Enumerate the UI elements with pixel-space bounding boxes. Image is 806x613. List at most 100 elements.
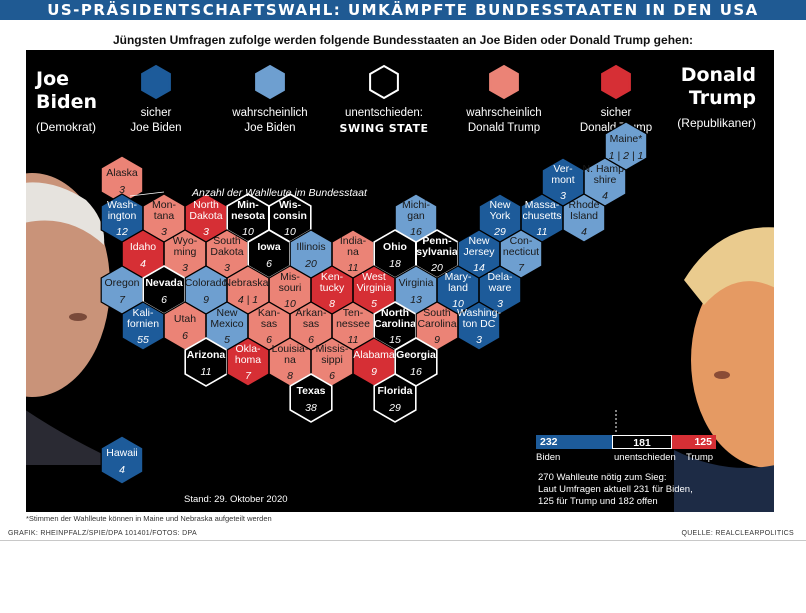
legend-hex-icon [141, 64, 171, 100]
state-name: Virginia [357, 282, 392, 294]
bar-undecided: 181 [612, 435, 672, 449]
state-name: Dakota [210, 246, 243, 258]
state-electors: 3 [161, 226, 167, 238]
state-name: Colorado [185, 277, 228, 289]
state-name: sas [303, 318, 319, 330]
legend-item-swing: unentschieden: SWING STATE [322, 64, 446, 136]
state-electors: 9 [203, 294, 209, 306]
state-hex-georgia: Georgia 16 [394, 337, 438, 387]
state-name: ton DC [463, 318, 496, 330]
state-name: necticut [503, 246, 539, 258]
state-name: Virginia [399, 277, 434, 289]
state-electors: 3 [476, 334, 482, 346]
state-hex-wash-ington: Wash-ington 12 [100, 193, 144, 243]
date-stamp: Stand: 29. Oktober 2020 [184, 494, 288, 505]
trump-photo [674, 227, 774, 512]
legend-label-line2: Joe Biden [130, 122, 182, 134]
state-name: North [193, 199, 219, 211]
state-name: Carolina [417, 318, 456, 330]
state-electors: 16 [410, 226, 422, 238]
state-name: Ken- [321, 271, 344, 283]
legend-label-line1: unentschieden: [344, 107, 423, 119]
legend-label-line1: sicher [140, 107, 172, 119]
state-electors: 3 [119, 184, 125, 196]
legend-label-line2: Donald Trump [467, 122, 541, 134]
state-electors: 16 [410, 366, 422, 378]
state-name: na [347, 246, 359, 258]
legend-label-line1: wahrscheinlich [232, 107, 308, 119]
state-name: Iowa [257, 241, 280, 253]
headline: US-PRÄSIDENTSCHAFTSWAHL: UMKÄMPFTE BUNDE… [47, 1, 759, 19]
state-name: sylvania [416, 246, 458, 258]
state-electors: 10 [284, 298, 296, 310]
bar-trump-value: 125 [694, 436, 712, 448]
state-name: Nevada [145, 277, 183, 289]
state-hex-penn-sylvania: Penn-sylvania 20 [415, 229, 459, 279]
state-name: Dakota [189, 210, 222, 222]
state-hex-n-hamp-shire: N. Hamp-shire 4 [583, 157, 628, 207]
state-hex-wyo-ming: Wyo-ming 3 [163, 229, 207, 279]
state-name: Island [570, 210, 598, 222]
state-electors: 11 [537, 226, 548, 238]
state-name: Okla- [235, 343, 261, 355]
state-hex-wis-consin: Wis-consin 10 [268, 193, 312, 243]
state-name: Carolina [374, 318, 416, 330]
state-hex-mary-land: Mary-land 10 [436, 265, 480, 315]
biden-party: (Demokrat) [36, 120, 97, 134]
state-electors: 4 [119, 464, 125, 476]
subtitle: Jüngsten Umfragen zufolge werden folgend… [112, 33, 694, 47]
trump-party: (Republikaner) [677, 116, 756, 130]
state-name: mont [551, 174, 574, 186]
state-electors: 4 [581, 226, 587, 238]
state-electors: 7 [518, 262, 525, 274]
state-hex-washing-ton-dc: Washing-ton DC3 [457, 301, 501, 351]
trump-name-line2: Trump [688, 87, 756, 109]
state-name: Illinois [296, 241, 325, 253]
state-electors: 3 [182, 262, 188, 274]
bar-undecided-value: 181 [633, 437, 651, 449]
bar-biden: 232 [536, 435, 612, 449]
legend-hex-icon [369, 64, 399, 100]
source: QUELLE: REALCLEARPOLITICS [681, 530, 794, 537]
state-name: West [362, 271, 386, 283]
state-hex-louisia-na: Louisia-na 8 [268, 337, 312, 387]
state-name: land [448, 282, 468, 294]
state-electors: 8 [329, 298, 335, 310]
state-electors: 20 [304, 258, 317, 270]
bar-trump: 125 [672, 435, 716, 449]
legend-label-line2: Joe Biden [244, 122, 296, 134]
state-name: ington [108, 210, 137, 222]
state-name: North [381, 307, 409, 319]
state-electors: 55 [137, 334, 149, 346]
state-name: Mon- [152, 199, 176, 211]
state-hex-shape [289, 373, 333, 423]
state-name: consin [273, 210, 307, 222]
title-bar: US-PRÄSIDENTSCHAFTSWAHL: UMKÄMPFTE BUNDE… [0, 0, 806, 20]
state-electors: 8 [287, 370, 293, 382]
state-name: Kali- [132, 307, 154, 319]
state-name: ming [174, 246, 197, 258]
state-name: Arkan- [296, 307, 327, 319]
state-name: Missis- [316, 343, 349, 355]
state-name: Kan- [258, 307, 281, 319]
state-name: Alaska [106, 167, 138, 179]
state-electors: 18 [389, 258, 401, 270]
credit: GRAFIK: RHEINPFALZ/SPIE/DPA 101401/FOTOS… [8, 530, 197, 537]
bar-trump-label: Trump [686, 452, 714, 463]
state-name: Ohio [383, 241, 407, 253]
legend-item-likely-trump: wahrscheinlich Donald Trump [442, 64, 566, 136]
state-electors: 11 [348, 262, 359, 274]
state-electors: 11 [348, 334, 359, 346]
state-electors: 6 [308, 334, 314, 346]
state-electors: 4 [602, 190, 608, 202]
biden-name-line2: Biden [36, 91, 98, 113]
state-hex-nebraska: Nebraska* 4 | 1 [223, 265, 273, 315]
state-electors: 4 | 1 [238, 294, 258, 306]
state-hex-maine: Maine* 1 | 2 | 1 [604, 121, 648, 171]
state-electors: 29 [493, 226, 506, 238]
bar-biden-label: Biden [536, 452, 561, 463]
state-name: Florida [377, 385, 412, 397]
map-panel: Joe Biden (Demokrat) Donald Trump (Repub… [26, 50, 774, 512]
state-name: tucky [320, 282, 345, 294]
